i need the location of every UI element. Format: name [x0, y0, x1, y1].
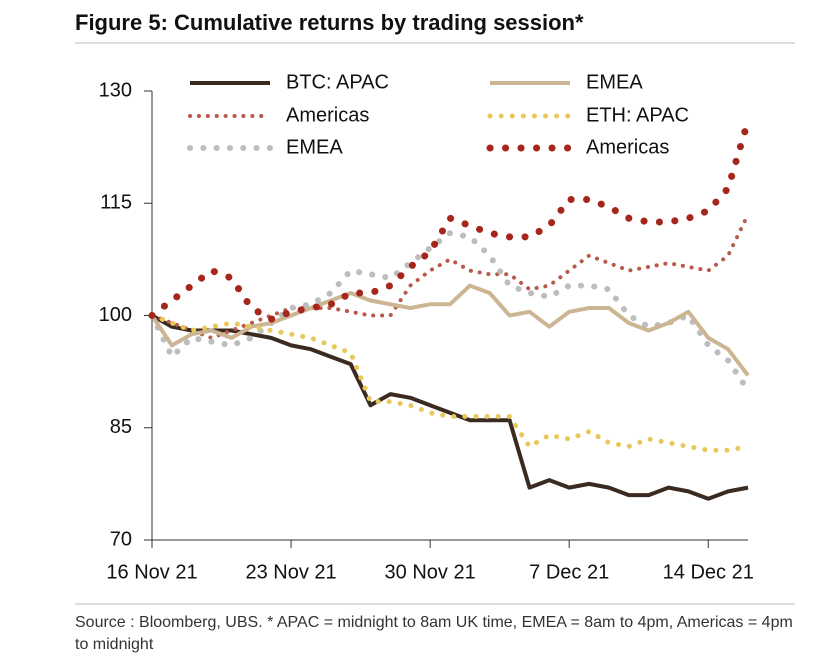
y-tick-label: 100 [99, 304, 132, 326]
y-tick-label: 85 [110, 416, 132, 438]
x-tick-label: 7 Dec 21 [529, 561, 609, 583]
series-line [150, 212, 750, 340]
series-line [149, 313, 751, 453]
legend-label: ETH: APAC [586, 104, 689, 126]
y-tick-label: 130 [99, 79, 132, 101]
series-line [150, 283, 750, 377]
x-tick-label: 30 Nov 21 [385, 561, 476, 583]
legend-label: BTC: APAC [286, 71, 389, 93]
x-tick-label: 23 Nov 21 [245, 561, 336, 583]
x-tick-label: 14 Dec 21 [663, 561, 754, 583]
x-tick-label: 16 Nov 21 [106, 561, 197, 583]
series-line [151, 313, 749, 501]
series-line [149, 230, 751, 394]
footnote: Source : Bloomberg, UBS. * APAC = midnig… [75, 614, 793, 653]
legend-label: EMEA [586, 71, 643, 93]
legend-label: EMEA [286, 136, 343, 158]
legend-label: Americas [286, 104, 369, 126]
y-tick-label: 70 [110, 528, 132, 550]
footnote-box: Source : Bloomberg, UBS. * APAC = midnig… [75, 614, 793, 653]
series-line [148, 117, 752, 323]
legend-label: Americas [586, 136, 669, 158]
chart-title: Figure 5: Cumulative returns by trading … [75, 10, 584, 35]
y-tick-label: 115 [100, 192, 132, 214]
